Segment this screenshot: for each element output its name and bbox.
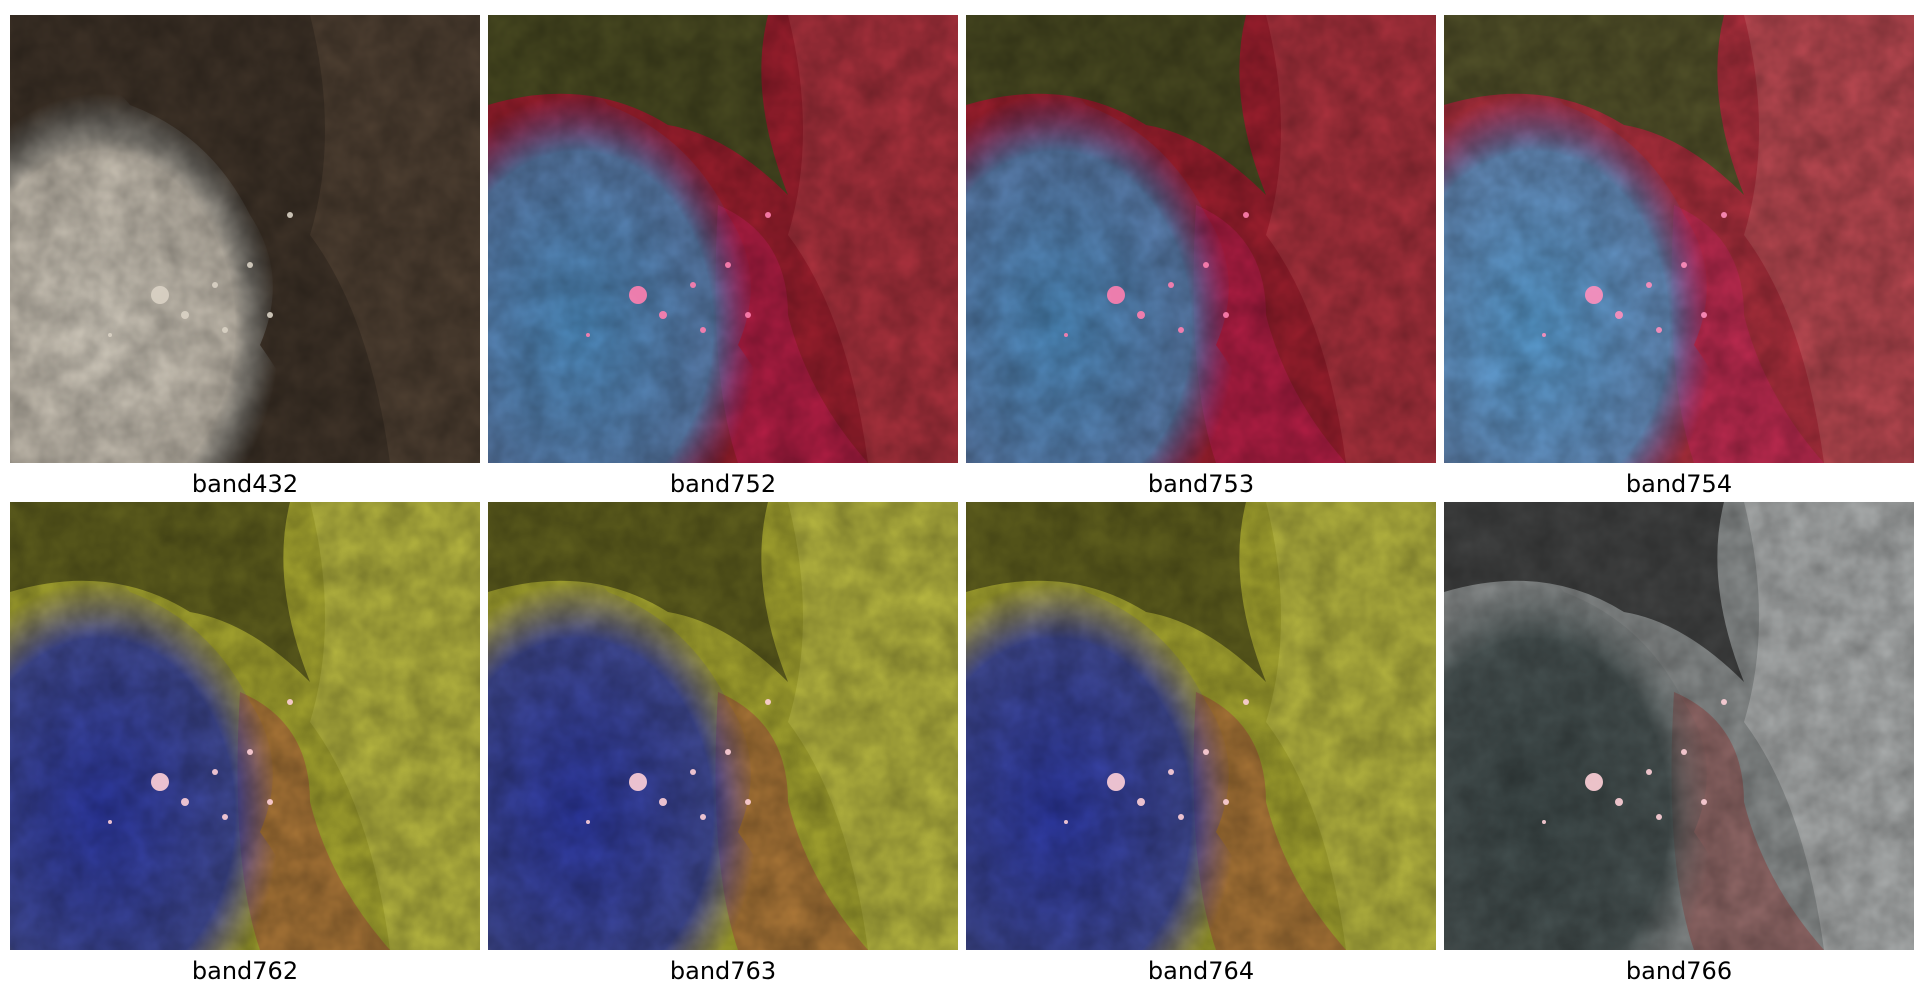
fire-hotspot (108, 820, 112, 824)
fire-hotspot (151, 286, 169, 304)
satellite-scene (1444, 15, 1914, 463)
satellite-image-band764 (966, 502, 1436, 950)
fire-hotspot (267, 312, 273, 318)
fire-hotspot (586, 820, 590, 824)
fire-hotspot (1243, 212, 1249, 218)
fire-hotspot (1243, 699, 1249, 705)
fire-hotspot (267, 799, 273, 805)
fire-hotspot (1615, 311, 1623, 319)
satellite-image-band752 (488, 15, 958, 463)
fire-hotspot (1646, 769, 1652, 775)
fire-hotspot (1168, 769, 1174, 775)
fire-hotspot (108, 333, 112, 337)
fire-hotspot (151, 773, 169, 791)
satellite-scene (10, 502, 480, 950)
fire-hotspot (1168, 282, 1174, 288)
fire-hotspot (212, 769, 218, 775)
fire-hotspot (586, 333, 590, 337)
panel-label: band763 (669, 957, 777, 985)
fire-hotspot (765, 699, 771, 705)
fire-hotspot (629, 773, 647, 791)
fire-hotspot (1137, 311, 1145, 319)
fire-hotspot (181, 311, 189, 319)
fire-hotspot (725, 262, 731, 268)
panel-label: band754 (1625, 470, 1733, 498)
fire-hotspot (700, 814, 706, 820)
fire-hotspot (1178, 814, 1184, 820)
fire-hotspot (659, 311, 667, 319)
fire-hotspot (1107, 773, 1125, 791)
fire-hotspot (1721, 212, 1727, 218)
panel-label: band766 (1625, 957, 1733, 985)
satellite-image-band432 (10, 15, 480, 463)
fire-hotspot (700, 327, 706, 333)
fire-hotspot (1656, 327, 1662, 333)
fire-hotspot (1646, 282, 1652, 288)
fire-hotspot (629, 286, 647, 304)
satellite-scene (488, 15, 958, 463)
fire-hotspot (1542, 820, 1546, 824)
fire-hotspot (1681, 262, 1687, 268)
fire-hotspot (181, 798, 189, 806)
fire-hotspot (1064, 333, 1068, 337)
fire-hotspot (1585, 286, 1603, 304)
fire-hotspot (745, 799, 751, 805)
fire-hotspot (1701, 312, 1707, 318)
satellite-scene (488, 502, 958, 950)
fire-hotspot (659, 798, 667, 806)
fire-hotspot (1585, 773, 1603, 791)
satellite-scene (10, 15, 480, 463)
satellite-image-band753 (966, 15, 1436, 463)
fire-hotspot (247, 749, 253, 755)
panel-label: band752 (669, 470, 777, 498)
fire-hotspot (1721, 699, 1727, 705)
panel-label: band753 (1147, 470, 1255, 498)
fire-hotspot (1064, 820, 1068, 824)
satellite-image-band762 (10, 502, 480, 950)
fire-hotspot (1137, 798, 1145, 806)
fire-hotspot (765, 212, 771, 218)
fire-hotspot (1223, 312, 1229, 318)
fire-hotspot (1701, 799, 1707, 805)
fire-hotspot (1681, 749, 1687, 755)
satellite-image-band766 (1444, 502, 1914, 950)
fire-hotspot (247, 262, 253, 268)
fire-hotspot (725, 749, 731, 755)
panel-label: band762 (191, 957, 299, 985)
fire-hotspot (287, 212, 293, 218)
fire-hotspot (1615, 798, 1623, 806)
fire-hotspot (690, 769, 696, 775)
fire-hotspot (1203, 262, 1209, 268)
satellite-scene (966, 15, 1436, 463)
fire-hotspot (287, 699, 293, 705)
satellite-scene (966, 502, 1436, 950)
fire-hotspot (212, 282, 218, 288)
fire-hotspot (1107, 286, 1125, 304)
fire-hotspot (1223, 799, 1229, 805)
fire-hotspot (1656, 814, 1662, 820)
fire-hotspot (1203, 749, 1209, 755)
fire-hotspot (1542, 333, 1546, 337)
panel-label: band432 (191, 470, 299, 498)
fire-hotspot (222, 327, 228, 333)
satellite-image-band763 (488, 502, 958, 950)
fire-hotspot (745, 312, 751, 318)
satellite-image-band754 (1444, 15, 1914, 463)
fire-hotspot (222, 814, 228, 820)
panel-label: band764 (1147, 957, 1255, 985)
fire-hotspot (1178, 327, 1184, 333)
fire-hotspot (690, 282, 696, 288)
satellite-scene (1444, 502, 1914, 950)
